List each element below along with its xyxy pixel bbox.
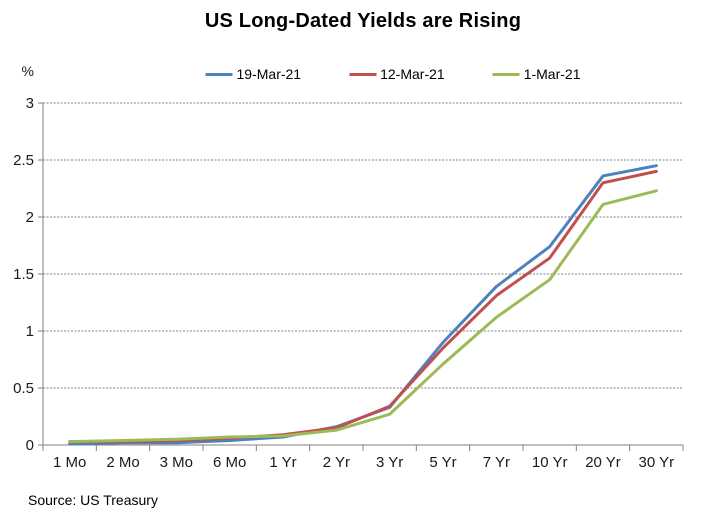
x-tick-label: 10 Yr — [532, 454, 568, 471]
y-tick-label: 3 — [26, 95, 34, 112]
series-line-1-Mar-21 — [68, 189, 658, 444]
legend-line-swatch — [205, 72, 233, 76]
legend-item-12-Mar-21: 12-Mar-21 — [349, 66, 445, 82]
y-tick-label: 1.5 — [13, 266, 34, 283]
x-tick-label: 3 Mo — [160, 454, 193, 471]
series-line-19-Mar-21 — [68, 164, 658, 446]
chart-title: US Long-Dated Yields are Rising — [204, 10, 522, 32]
x-tick-label: 6 Mo — [213, 454, 246, 471]
legend-item-19-Mar-21: 19-Mar-21 — [205, 66, 302, 82]
legend-line-swatch — [492, 72, 520, 76]
y-axis-unit-label: % — [22, 63, 34, 79]
y-tick-label: 0.5 — [13, 380, 34, 397]
legend-item-1-Mar-21: 1-Mar-21 — [492, 66, 581, 82]
y-tick-label: 2 — [26, 209, 34, 226]
x-tick-label: 3 Yr — [376, 454, 403, 471]
x-tick-label: 20 Yr — [585, 454, 621, 471]
x-tick-label: 5 Yr — [429, 454, 456, 471]
legend-label: 1-Mar-21 — [523, 66, 581, 82]
y-tick-label: 0 — [26, 437, 34, 454]
x-tick-label: 30 Yr — [639, 454, 675, 471]
x-tick-label: 2 Yr — [323, 454, 350, 471]
legend-label: 19-Mar-21 — [236, 66, 302, 82]
source-note: Source: US Treasury — [28, 492, 158, 508]
series-line-12-Mar-21 — [68, 169, 658, 444]
x-tick-label: 2 Mo — [106, 454, 139, 471]
legend-line-swatch — [349, 72, 377, 76]
chart-legend: 19-Mar-21 12-Mar-21 1-Mar-21 — [205, 66, 581, 82]
y-tick-label: 2.5 — [13, 152, 34, 169]
y-tick-label: 1 — [26, 323, 34, 340]
x-tick-label: 7 Yr — [483, 454, 510, 471]
legend-label: 12-Mar-21 — [380, 66, 445, 82]
x-tick-label: 1 Mo — [53, 454, 86, 471]
x-tick-label: 1 Yr — [269, 454, 296, 471]
